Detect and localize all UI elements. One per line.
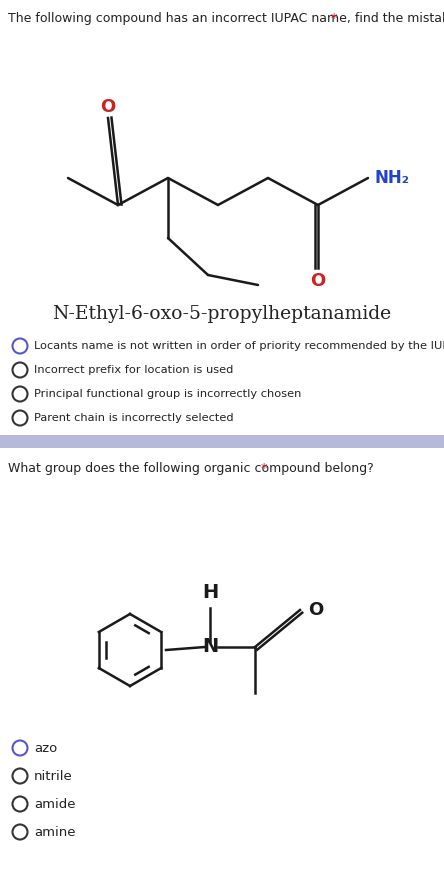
Text: Locants name is not written in order of priority recommended by the IUPAC: Locants name is not written in order of …	[34, 341, 444, 351]
Text: O: O	[100, 98, 115, 116]
Text: NH₂: NH₂	[374, 169, 409, 187]
Text: N-Ethyl-6-oxo-5-propylheptanamide: N-Ethyl-6-oxo-5-propylheptanamide	[52, 305, 392, 323]
Text: amine: amine	[34, 826, 75, 838]
Text: O: O	[310, 272, 325, 290]
Text: amide: amide	[34, 797, 75, 811]
Text: O: O	[308, 601, 323, 619]
Text: Parent chain is incorrectly selected: Parent chain is incorrectly selected	[34, 413, 234, 423]
Text: N: N	[202, 637, 218, 657]
Text: nitrile: nitrile	[34, 770, 73, 782]
Text: Principal functional group is incorrectly chosen: Principal functional group is incorrectl…	[34, 389, 301, 399]
Text: H: H	[202, 583, 218, 602]
Text: *: *	[331, 12, 337, 25]
Text: Incorrect prefix for location is used: Incorrect prefix for location is used	[34, 365, 234, 375]
Text: *: *	[261, 462, 267, 475]
Bar	[0, 435, 444, 448]
Text: What group does the following organic compound belong?: What group does the following organic co…	[8, 462, 374, 475]
Text: The following compound has an incorrect IUPAC name, find the mistake.: The following compound has an incorrect …	[8, 12, 444, 25]
Text: azo: azo	[34, 741, 57, 755]
